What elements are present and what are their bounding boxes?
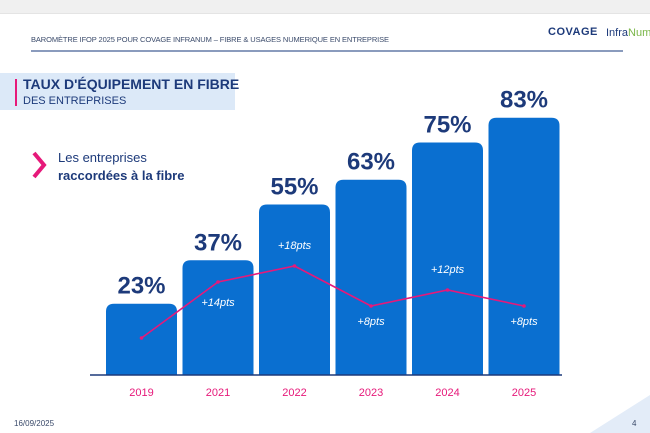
bar-2023 [335, 179, 407, 375]
progression-label-2023: +8pts [357, 316, 385, 328]
bar-2024 [412, 142, 483, 375]
bar-2025 [488, 117, 560, 375]
legend-line2: raccordées à la fibre [58, 168, 185, 183]
section-title: TAUX D'ÉQUIPEMENT EN FIBRE [23, 76, 240, 92]
page-number: 4 [632, 419, 637, 428]
progression-point-2019 [139, 336, 144, 340]
covage-logo: COVAGE [548, 26, 598, 38]
bar-2022 [259, 204, 330, 375]
progression-label-2022: +18pts [278, 240, 312, 252]
value-label-2023: 63% [347, 149, 395, 176]
progression-point-2021 [216, 280, 220, 284]
value-label-2019: 23% [117, 273, 165, 300]
chevron-right-icon [32, 151, 47, 179]
progression-point-2023 [369, 304, 373, 308]
progression-label-2024: +12pts [431, 264, 465, 276]
value-label-2021: 37% [194, 229, 242, 256]
progression-label-2025: +8pts [510, 316, 538, 328]
infranum-logo-b: Num [628, 27, 650, 39]
progression-point-2024 [445, 288, 450, 292]
progression-point-2025 [522, 304, 526, 308]
x-tick-2022: 2022 [282, 387, 306, 399]
corner-decoration [590, 395, 650, 433]
x-tick-2024: 2024 [435, 387, 459, 399]
infranum-logo: InfraNum [606, 27, 650, 39]
value-label-2024: 75% [423, 112, 471, 139]
footer-date: 16/09/2025 [14, 419, 55, 428]
progression-label-2021: +14pts [201, 297, 235, 309]
report-header: BAROMÈTRE IFOP 2025 POUR COVAGE INFRANUM… [31, 35, 389, 44]
progression-line [141, 265, 525, 339]
legend-line1: Les entreprises [58, 150, 147, 165]
x-tick-2023: 2023 [359, 387, 383, 399]
x-tick-2025: 2025 [512, 387, 536, 399]
x-tick-2021: 2021 [206, 387, 230, 399]
title-accent-bar [15, 79, 17, 106]
value-label-2025: 83% [500, 87, 548, 114]
section-title-box [0, 73, 235, 110]
value-label-2022: 55% [270, 174, 318, 201]
x-tick-2019: 2019 [129, 387, 153, 399]
bar-2021 [182, 260, 254, 375]
infranum-logo-a: Infra [606, 27, 629, 39]
header-divider [31, 50, 623, 52]
section-subtitle: DES ENTREPRISES [23, 95, 127, 107]
top-band [0, 0, 650, 14]
progression-point-2022 [292, 264, 297, 268]
